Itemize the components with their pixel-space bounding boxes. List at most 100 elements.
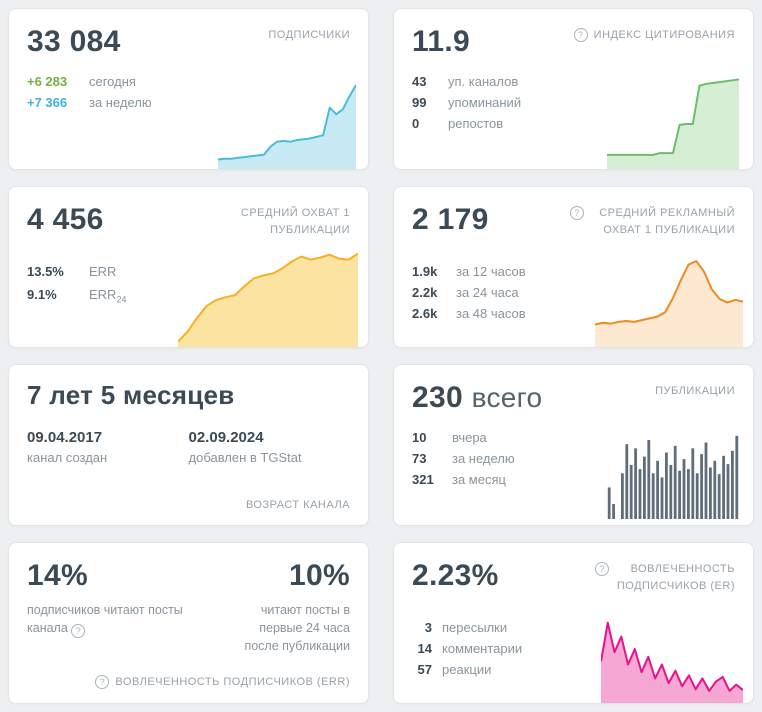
stat-row: 2.6k за 48 часов: [412, 306, 735, 321]
subscribers-today-label: сегодня: [89, 73, 136, 89]
avg-reach-stats: 13.5% ERR 9.1% ERR24: [27, 264, 350, 305]
citation-index-stats: 43 уп. каналов 99 упоминаний 0 репостов: [412, 74, 735, 131]
help-icon[interactable]: ?: [595, 562, 609, 576]
publications-stats: 10 вчера 73 за неделю 321 за месяц: [412, 430, 735, 487]
citation-index-value: 11.9: [412, 25, 470, 58]
reactions-value: 57: [417, 661, 432, 677]
help-icon[interactable]: ?: [573, 28, 588, 42]
err-left-value: 14%: [27, 559, 88, 592]
err-columns: 14% подписчиков читают посты канала ? 10…: [27, 559, 350, 655]
stat-row: 3 пересылки: [412, 620, 735, 635]
err-card: 14% подписчиков читают посты канала ? 10…: [8, 542, 369, 704]
channel-age-title: ВОЗРАСТ КАНАЛА: [246, 499, 350, 511]
date-created: 09.04.2017 канал создан: [27, 429, 189, 465]
stat-row: 2.2k за 24 часа: [412, 285, 735, 300]
date-added: 02.09.2024 добавлен в TGStat: [189, 429, 351, 465]
reactions-label: реакции: [442, 661, 492, 677]
reach-12h-label: за 12 часов: [456, 263, 526, 279]
mentions-label: упоминаний: [448, 94, 522, 110]
err-right: 10% читают посты в первые 24 часа после …: [228, 559, 350, 655]
subscribers-today-value: +6 283: [27, 73, 68, 89]
channel-age-value: 7 лет 5 месяцев: [27, 380, 235, 410]
reposts-label: репостов: [448, 115, 504, 131]
posts-yesterday-label: вчера: [452, 429, 487, 445]
stat-row: 99 упоминаний: [412, 95, 735, 110]
err-value: 13.5%: [27, 263, 64, 279]
posts-month-value: 321: [412, 471, 434, 487]
stat-row: 10 вчера: [412, 430, 735, 445]
date-added-value: 02.09.2024: [188, 428, 264, 446]
help-icon[interactable]: ?: [95, 675, 110, 689]
err-title-text: ВОВЛЕЧЕННОСТЬ ПОДПИСЧИКОВ (ERR): [115, 675, 350, 688]
avg-reach-value: 4 456: [27, 203, 104, 236]
er-title: ? ВОВЛЕЧЕННОСТЬ ПОДПИСЧИКОВ (ER): [595, 561, 735, 595]
avg-reach-title-text: СРЕДНИЙ ОХВАТ 1 ПУБЛИКАЦИИ: [240, 207, 350, 237]
er-card: 2.23% ? ВОВЛЕЧЕННОСТЬ ПОДПИСЧИКОВ (ER) 3…: [393, 542, 754, 704]
forwards-label: пересылки: [442, 619, 508, 635]
subscribers-week-value: +7 366: [27, 94, 68, 110]
channel-age-title-text: ВОЗРАСТ КАНАЛА: [245, 499, 350, 511]
er-value: 2.23%: [412, 559, 499, 592]
publications-value: 230 всего: [412, 381, 543, 414]
err-right-value: 10%: [289, 559, 350, 592]
stat-row: 43 уп. каналов: [412, 74, 735, 89]
subscribers-week-label: за неделю: [89, 94, 152, 110]
stat-row: 73 за неделю: [412, 451, 735, 466]
subscribers-title: ПОДПИСЧИКИ: [268, 27, 350, 44]
ad-reach-stats: 1.9k за 12 часов 2.2k за 24 часа 2.6k за…: [412, 264, 735, 321]
forwards-value: 3: [424, 619, 432, 635]
date-created-label: канал создан: [27, 449, 108, 465]
stat-row: 321 за месяц: [412, 472, 735, 487]
er-stats: 3 пересылки 14 комментарии 57 реакции: [412, 620, 735, 677]
posts-week-label: за неделю: [452, 450, 515, 466]
help-icon[interactable]: ?: [570, 206, 584, 220]
reach-24h-label: за 24 часа: [456, 284, 519, 300]
err-label: ERR: [89, 263, 117, 279]
channel-age-card: 7 лет 5 месяцев 09.04.2017 канал создан …: [8, 364, 369, 526]
stat-row: 1.9k за 12 часов: [412, 264, 735, 279]
reach-48h-label: за 48 часов: [456, 305, 526, 321]
posts-yesterday-value: 10: [412, 429, 427, 445]
posts-month-label: за месяц: [452, 471, 506, 487]
err-right-desc: читают посты в первые 24 часа после публ…: [244, 602, 350, 653]
citation-index-title-text: ИНДЕКС ЦИТИРОВАНИЯ: [593, 29, 735, 41]
stat-row: +7 366 за неделю: [27, 95, 350, 110]
err24-label: ERR24: [89, 287, 127, 305]
publications-suffix: всего: [471, 382, 543, 413]
subscribers-stats: +6 283 сегодня +7 366 за неделю: [27, 74, 350, 110]
stat-row: 14 комментарии: [412, 641, 735, 656]
subscribers-title-text: ПОДПИСЧИКИ: [268, 29, 350, 41]
stat-row: 9.1% ERR24: [27, 287, 350, 305]
err24-value: 9.1%: [27, 287, 57, 303]
mentions-channels-value: 43: [412, 73, 427, 89]
stat-row: +6 283 сегодня: [27, 74, 350, 89]
subscribers-value: 33 084: [27, 25, 121, 58]
citation-index-card: 11.9 ? ИНДЕКС ЦИТИРОВАНИЯ 43 уп. каналов…: [393, 8, 754, 170]
reach-48h-value: 2.6k: [412, 305, 438, 321]
reach-24h-value: 2.2k: [412, 284, 438, 300]
ad-reach-title-text: СРЕДНИЙ РЕКЛАМНЫЙ ОХВАТ 1 ПУБЛИКАЦИИ: [599, 207, 735, 237]
comments-value: 14: [417, 640, 432, 656]
mentions-value: 99: [412, 94, 427, 110]
citation-index-title: ? ИНДЕКС ЦИТИРОВАНИЯ: [573, 27, 735, 44]
comments-label: комментарии: [442, 640, 523, 656]
ad-reach-title: ? СРЕДНИЙ РЕКЛАМНЫЙ ОХВАТ 1 ПУБЛИКАЦИИ: [570, 205, 735, 239]
date-created-value: 09.04.2017: [27, 428, 103, 446]
err-title: ? ВОВЛЕЧЕННОСТЬ ПОДПИСЧИКОВ (ERR): [95, 674, 350, 689]
ad-reach-card: 2 179 ? СРЕДНИЙ РЕКЛАМНЫЙ ОХВАТ 1 ПУБЛИК…: [393, 186, 754, 348]
help-icon[interactable]: ?: [71, 624, 86, 639]
publications-title: ПУБЛИКАЦИИ: [655, 383, 735, 400]
stat-row: 13.5% ERR: [27, 264, 350, 282]
stat-row: 57 реакции: [412, 662, 735, 677]
reposts-value: 0: [412, 115, 420, 131]
avg-reach-title: СРЕДНИЙ ОХВАТ 1 ПУБЛИКАЦИИ: [240, 205, 350, 239]
err-left-desc: подписчиков читают посты канала ?: [27, 601, 192, 639]
channel-age-dates: 09.04.2017 канал создан 02.09.2024 добав…: [27, 429, 350, 465]
err-left: 14% подписчиков читают посты канала ?: [27, 559, 192, 639]
date-added-label: добавлен в TGStat: [188, 449, 302, 465]
subscribers-card: 33 084 ПОДПИСЧИКИ +6 283 сегодня +7 366 …: [8, 8, 369, 170]
publications-title-text: ПУБЛИКАЦИИ: [655, 385, 735, 397]
mentions-channels-label: уп. каналов: [448, 73, 519, 89]
ad-reach-value: 2 179: [412, 203, 489, 236]
